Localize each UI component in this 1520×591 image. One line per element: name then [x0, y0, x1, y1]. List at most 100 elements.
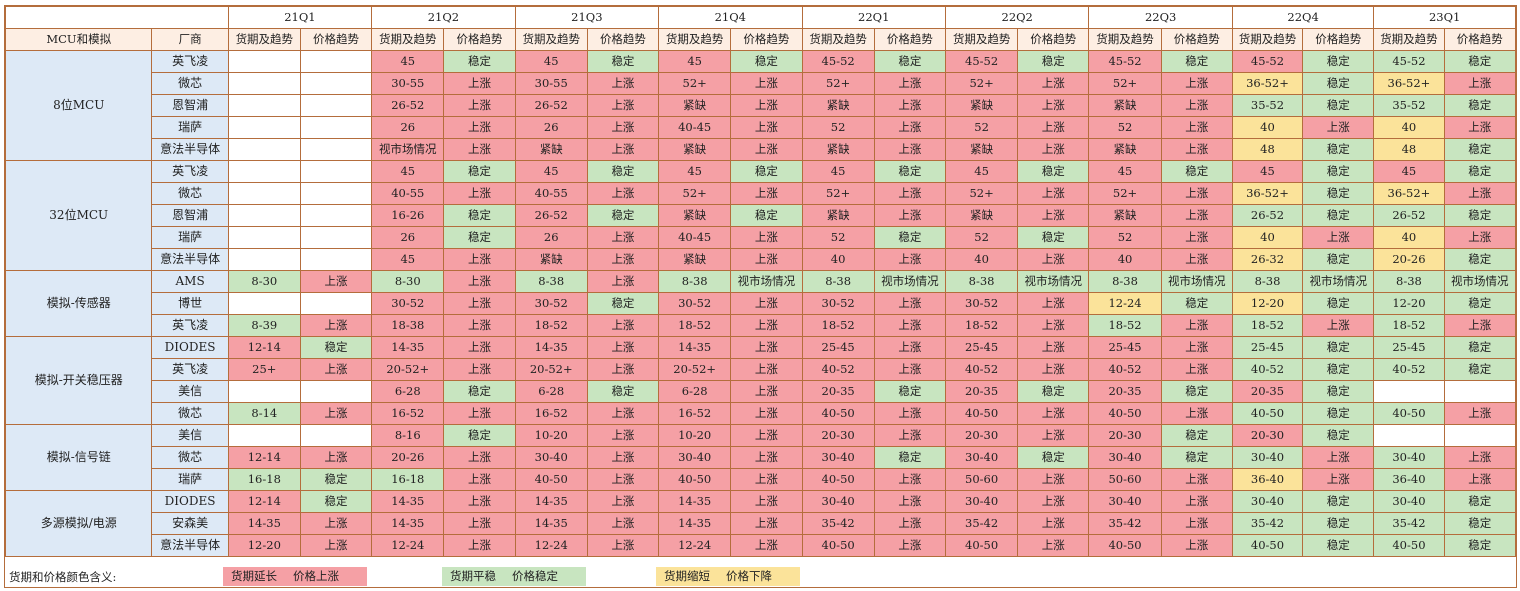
- lead-time-cell: 30-52: [944, 292, 1019, 315]
- lead-time-cell: 18-38: [371, 314, 445, 337]
- lead-time-cell: 20-26: [371, 446, 445, 469]
- price-trend-cell: 上涨: [586, 358, 660, 381]
- lead-time-cell: 36-52+: [1231, 182, 1304, 205]
- lead-time-cell: [227, 94, 301, 117]
- lead-time-cell: 40-55: [514, 182, 588, 205]
- price-trend-cell: 视市场情况: [1160, 270, 1233, 293]
- legend-lead-label: 货期缩短: [664, 569, 710, 583]
- lead-time-cell: 30-40: [801, 490, 875, 513]
- price-trend-cell: 上涨: [443, 116, 516, 139]
- price-trend-cell: 上涨: [1302, 446, 1375, 469]
- lead-time-cell: 45: [1373, 160, 1445, 183]
- price-trend-cell: 上涨: [1017, 248, 1090, 271]
- lead-time-cell: 52: [944, 116, 1019, 139]
- header-blank: [5, 6, 229, 29]
- lead-time-cell: 26-52: [514, 204, 588, 227]
- lead-time-cell: 45: [658, 160, 732, 183]
- price-trend-cell: 上涨: [1017, 94, 1090, 117]
- price-trend-cell: [299, 204, 373, 227]
- price-trend-cell: 稳定: [1443, 512, 1517, 535]
- price-trend-cell: 上涨: [299, 270, 373, 293]
- lead-time-cell: 12-24: [658, 534, 732, 557]
- lead-time-subheader: 货期及趋势: [658, 28, 732, 51]
- lead-time-cell: 40-50: [1373, 534, 1445, 557]
- lead-time-cell: 紧缺: [1088, 204, 1162, 227]
- group-name-cell: 32位MCU: [4, 160, 153, 271]
- group-name-cell: 多源模拟/电源: [4, 490, 153, 557]
- lead-time-cell: 52: [801, 116, 875, 139]
- lead-time-cell: 14-35: [514, 512, 588, 535]
- legend-price-label: 价格上涨: [293, 569, 339, 583]
- vendor-cell: 英飞凌: [151, 50, 229, 73]
- price-trend-cell: 上涨: [1017, 512, 1090, 535]
- price-trend-cell: 上涨: [730, 534, 803, 557]
- price-trend-cell: 上涨: [299, 534, 373, 557]
- vendor-cell: 意法半导体: [151, 248, 229, 271]
- vendor-cell: 瑞萨: [151, 468, 229, 491]
- table-row: 意法半导体 12-20 上涨 12-24 上涨 12-24 上涨 12-24 上涨 40-50 上涨…: [6, 534, 1517, 557]
- price-trend-cell: 视市场情况: [873, 270, 946, 293]
- lead-time-cell: [227, 50, 301, 73]
- lead-time-cell: 30-55: [371, 72, 445, 95]
- price-trend-cell: [299, 94, 373, 117]
- price-trend-cell: 上涨: [443, 402, 516, 425]
- lead-time-cell: 45: [658, 50, 732, 73]
- lead-time-cell: 视市场情况: [371, 138, 445, 161]
- price-trend-cell: 上涨: [1302, 116, 1375, 139]
- lead-time-cell: 48: [1231, 138, 1304, 161]
- price-trend-cell: [299, 160, 373, 183]
- lead-time-cell: 8-30: [371, 270, 445, 293]
- price-trend-cell: 上涨: [873, 402, 946, 425]
- price-trend-cell: 上涨: [443, 336, 516, 359]
- price-trend-cell: 上涨: [299, 314, 373, 337]
- lead-time-cell: 6-28: [658, 380, 732, 403]
- vendor-cell: 美信: [151, 380, 229, 403]
- price-trend-cell: 上涨: [586, 336, 660, 359]
- quarter-header: 22Q1: [801, 6, 946, 29]
- lead-time-cell: 45-52: [801, 50, 875, 73]
- lead-time-cell: 20-35: [1088, 380, 1162, 403]
- price-trend-cell: 上涨: [873, 490, 946, 513]
- vendor-cell: 英飞凌: [151, 160, 229, 183]
- lead-time-cell: 40-50: [801, 534, 875, 557]
- price-trend-cell: 稳定: [1443, 534, 1517, 557]
- lead-time-cell: 26-52: [514, 94, 588, 117]
- vendor-cell: 微芯: [151, 72, 229, 95]
- lead-time-cell: 30-40: [514, 446, 588, 469]
- legend-price-label: 价格下降: [726, 569, 772, 583]
- price-trend-cell: 上涨: [586, 402, 660, 425]
- legend-item-extend: 货期延长 价格上涨: [223, 567, 367, 586]
- price-trend-cell: 上涨: [1443, 468, 1517, 491]
- price-trend-cell: 上涨: [1017, 402, 1090, 425]
- price-trend-cell: 上涨: [443, 490, 516, 513]
- table-row: 意法半导体 45 上涨 紧缺 上涨 紧缺 上涨 40 上涨 40 上涨 40 上涨 26-32 稳定 20-2…: [6, 248, 1517, 271]
- price-trend-cell: 视市场情况: [730, 270, 803, 293]
- lead-time-cell: 45: [371, 160, 445, 183]
- price-trend-cell: 上涨: [443, 138, 516, 161]
- price-trend-cell: 上涨: [586, 424, 660, 447]
- price-trend-cell: [299, 72, 373, 95]
- price-trend-cell: 稳定: [1017, 50, 1090, 73]
- lead-time-cell: 8-38: [801, 270, 875, 293]
- price-trend-cell: 上涨: [586, 468, 660, 491]
- table-row: 微芯 8-14 上涨 16-52 上涨 16-52 上涨 16-52 上涨 40-50 上涨 40-5…: [6, 402, 1517, 425]
- price-trend-cell: 上涨: [586, 270, 660, 293]
- table-row: 安森美 14-35 上涨 14-35 上涨 14-35 上涨 14-35 上涨 35-42 上涨 35…: [6, 512, 1517, 535]
- price-trend-cell: 上涨: [1017, 182, 1090, 205]
- lead-time-cell: 40: [1373, 226, 1445, 249]
- lead-time-cell: 45: [371, 50, 445, 73]
- lead-time-cell: 40-52: [944, 358, 1019, 381]
- price-trend-cell: [299, 226, 373, 249]
- price-trend-cell: 上涨: [1160, 72, 1233, 95]
- lead-time-cell: 20-30: [1231, 424, 1304, 447]
- price-trend-cell: 稳定: [299, 490, 373, 513]
- table-row: 模拟-信号链 美信 8-16 稳定 10-20 上涨 10-20 上涨 20-30 上涨 20-30…: [4, 424, 1517, 491]
- lead-time-cell: 26-32: [1231, 248, 1304, 271]
- lead-time-cell: 30-52: [658, 292, 732, 315]
- price-trend-cell: 稳定: [586, 380, 660, 403]
- lead-time-subheader: 货期及趋势: [801, 28, 875, 51]
- price-trend-cell: 上涨: [586, 182, 660, 205]
- category-column-header: MCU和模拟: [4, 28, 153, 51]
- price-trend-cell: 上涨: [1017, 424, 1090, 447]
- price-trend-cell: 稳定: [1302, 72, 1375, 95]
